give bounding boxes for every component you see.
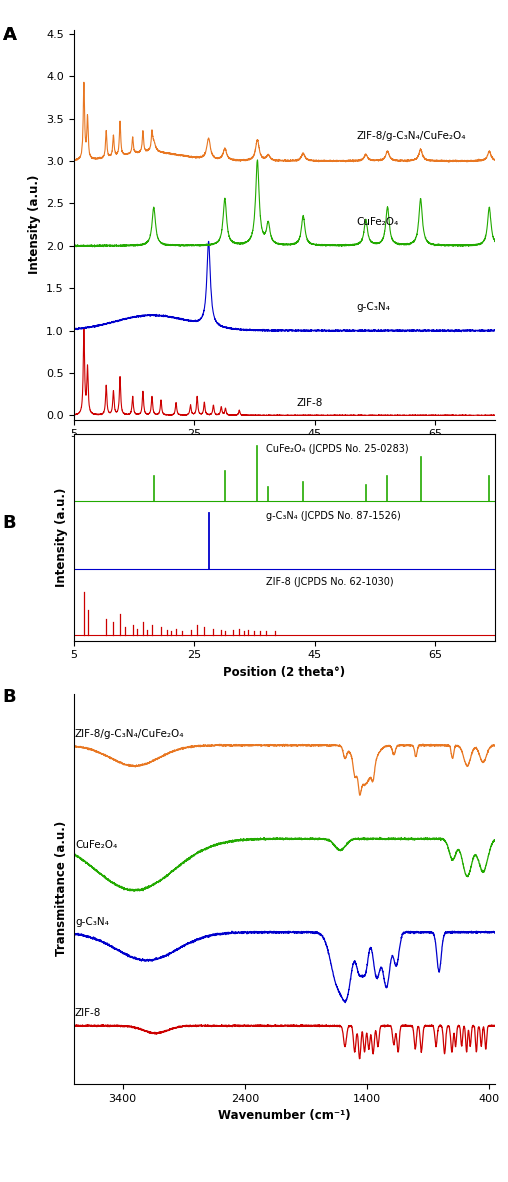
Text: A: A xyxy=(3,26,16,44)
Text: CuFe₂O₄ (JCPDS No. 25-0283): CuFe₂O₄ (JCPDS No. 25-0283) xyxy=(266,443,409,454)
Y-axis label: Transmittance (a.u.): Transmittance (a.u.) xyxy=(55,821,68,956)
Text: ZIF-8 (JCPDS No. 62-1030): ZIF-8 (JCPDS No. 62-1030) xyxy=(266,577,394,587)
Text: ZIF-8/g-C₃N₄/CuFe₂O₄: ZIF-8/g-C₃N₄/CuFe₂O₄ xyxy=(75,729,184,739)
X-axis label: Position (2 theta°): Position (2 theta°) xyxy=(224,665,345,678)
Y-axis label: Intensity (a.u.): Intensity (a.u.) xyxy=(27,175,41,274)
Text: ZIF-8/g-C₃N₄/CuFe₂O₄: ZIF-8/g-C₃N₄/CuFe₂O₄ xyxy=(357,130,466,141)
Text: ZIF-8: ZIF-8 xyxy=(75,1008,101,1018)
X-axis label: Position (2 theta°): Position (2 theta°) xyxy=(224,444,345,457)
Text: g-C₃N₄: g-C₃N₄ xyxy=(75,917,109,927)
Text: CuFe₂O₄: CuFe₂O₄ xyxy=(75,840,117,850)
Text: A: A xyxy=(3,26,16,44)
Text: g-C₃N₄ (JCPDS No. 87-1526): g-C₃N₄ (JCPDS No. 87-1526) xyxy=(266,512,401,521)
Y-axis label: Intensity (a.u.): Intensity (a.u.) xyxy=(55,487,68,587)
Text: B: B xyxy=(3,688,16,706)
X-axis label: Wavenumber (cm⁻¹): Wavenumber (cm⁻¹) xyxy=(218,1109,351,1122)
Text: B: B xyxy=(3,514,16,532)
Text: g-C₃N₄: g-C₃N₄ xyxy=(357,301,391,312)
Text: CuFe₂O₄: CuFe₂O₄ xyxy=(357,217,399,227)
Text: ZIF-8: ZIF-8 xyxy=(297,397,323,408)
